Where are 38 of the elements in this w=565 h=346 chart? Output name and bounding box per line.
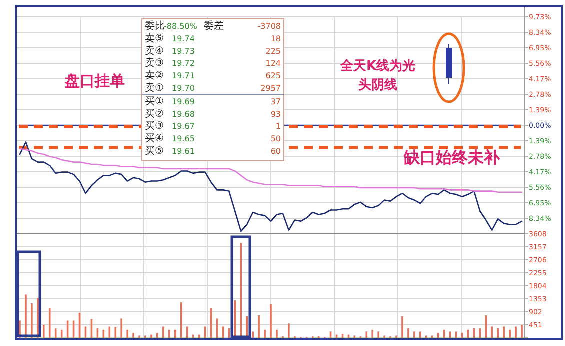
annotation: 124: [266, 59, 281, 68]
annotation: 19.74: [172, 34, 195, 44]
annotation: 93: [270, 110, 281, 119]
annotation: 卖③: [145, 57, 164, 70]
annotation: 卖④: [145, 44, 164, 57]
annotation: 60: [270, 147, 281, 156]
annotation: 委比: [145, 20, 165, 32]
annotation: 19.61: [172, 147, 195, 156]
annotation: 19.73: [172, 46, 195, 56]
annotation: 卖⑤: [145, 32, 164, 44]
annotation: 2957: [260, 84, 281, 93]
annotation: 委差: [204, 20, 224, 32]
annotation: 19.65: [172, 134, 195, 144]
annotation: 买④: [145, 134, 164, 145]
annotation: 卖②: [145, 70, 164, 82]
annotation: 19.67: [172, 122, 195, 132]
annotation: 19.69: [172, 97, 195, 106]
annotation: 头阴线: [358, 78, 398, 93]
annotation: 625: [266, 72, 281, 81]
annotation: 缺口始终未补: [403, 148, 501, 167]
annotation: 19.68: [172, 110, 195, 119]
annotation: 19.70: [172, 84, 195, 93]
annotation: 买②: [145, 108, 164, 120]
annotation: 卖①: [145, 82, 164, 94]
annotation: 盘口挂单: [64, 72, 125, 90]
annotation: 19.72: [172, 59, 195, 68]
annotation: 50: [270, 134, 281, 144]
annotation: 37: [270, 97, 281, 106]
annotation: 225: [266, 46, 281, 56]
annotation: -88.50%: [164, 22, 198, 31]
annotation: 18: [270, 34, 281, 44]
annotation: 19.71: [172, 72, 195, 81]
annotation: 全天K线为光: [339, 59, 416, 74]
annotation: 买①: [145, 96, 164, 108]
annotation: 买③: [145, 121, 164, 132]
annotation: -3708: [258, 22, 281, 31]
annotation: 买⑤: [145, 146, 164, 157]
annotation: 1: [276, 122, 281, 132]
